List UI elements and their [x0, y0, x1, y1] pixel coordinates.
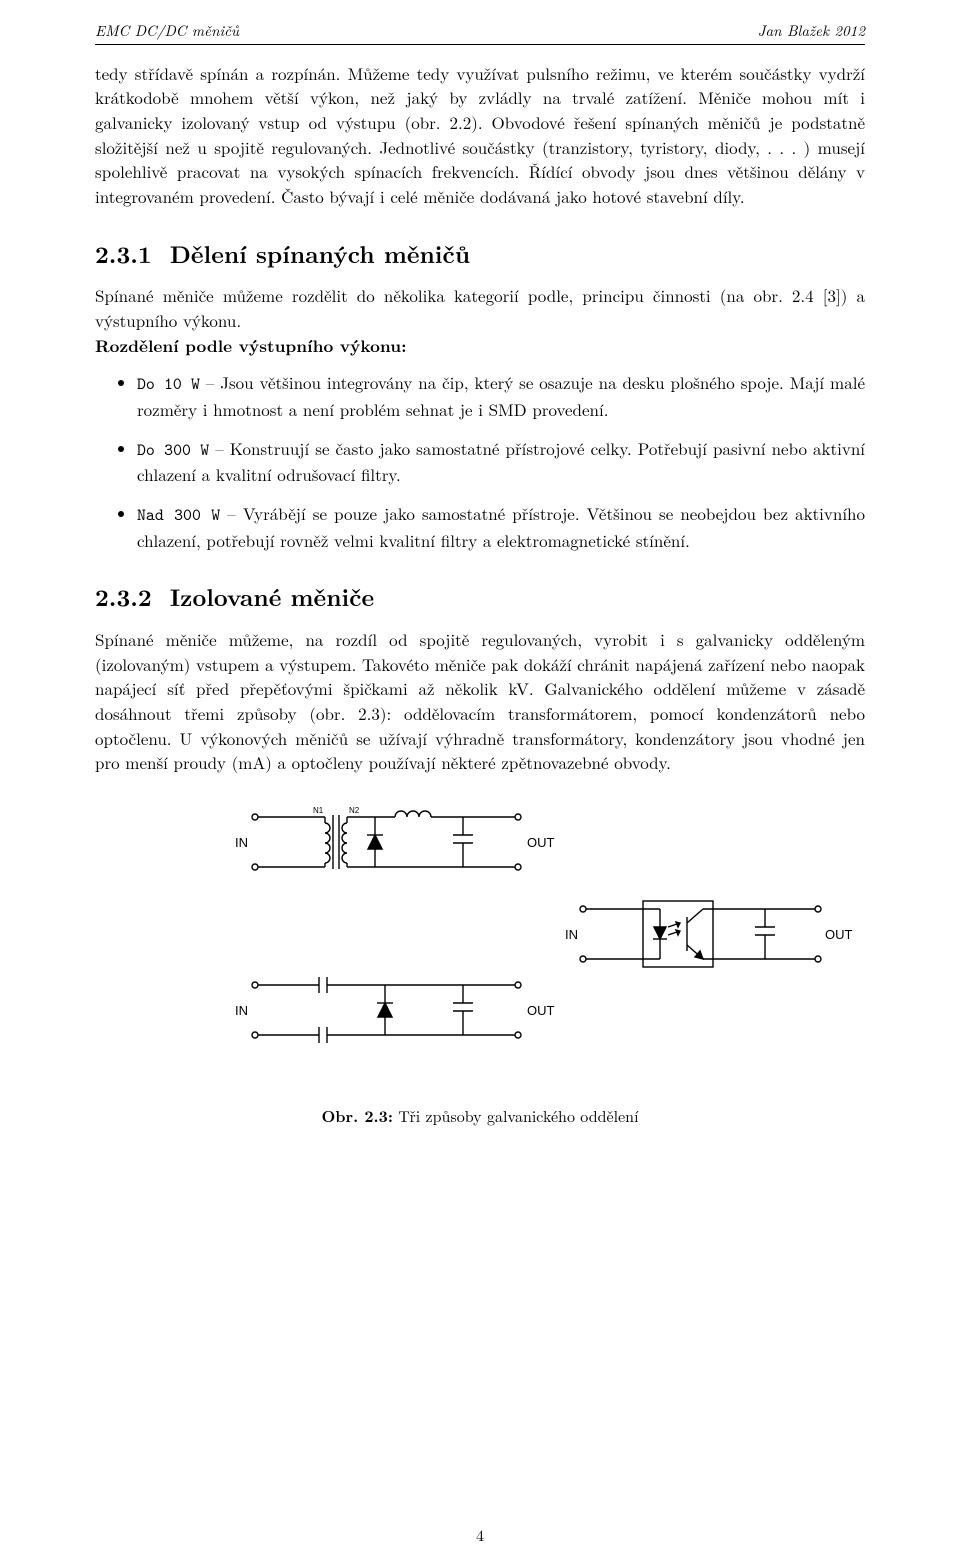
header-left: EMC DC/DC měničů	[95, 20, 239, 42]
list-text: – Jsou většinou integrovány na čip, kter…	[137, 370, 865, 421]
paragraph-categories-text: Spínané měniče můžeme rozdělit do několi…	[95, 283, 865, 332]
paragraph-categories: Spínané měniče můžeme rozdělit do několi…	[95, 283, 865, 358]
paragraph-isolated: Spínané měniče můžeme, na rozdíl od spoj…	[95, 627, 865, 775]
label-out: OUT	[527, 835, 555, 850]
label-in: IN	[235, 1003, 248, 1018]
power-list: Do 10 W – Jsou většinou integrovány na č…	[95, 370, 865, 552]
list-tag: Nad 300 W	[137, 504, 220, 526]
list-text: – Konstruují se často jako samostatné př…	[137, 436, 865, 487]
label-in: IN	[235, 835, 248, 850]
label-n1: N1	[313, 806, 324, 815]
list-item: Do 300 W – Konstruují se často jako samo…	[137, 436, 865, 487]
figure-caption-text: Tři způsoby galvanického oddělení	[398, 1104, 638, 1127]
heading-2-3-2: 2.3.2 Izolované měniče	[95, 580, 865, 615]
heading-title: Izolované měniče	[170, 580, 374, 614]
figure-caption: Obr. 2.3: Tři způsoby galvanického odděl…	[95, 1104, 865, 1127]
header-right: Jan Blažek 2012	[758, 20, 865, 42]
running-header: EMC DC/DC měničů Jan Blažek 2012	[95, 20, 865, 42]
paragraph-categories-label: Rozdělení podle výstupního výkonu:	[95, 334, 407, 358]
label-out: OUT	[527, 1003, 555, 1018]
header-rule	[95, 44, 865, 45]
list-tag: Do 300 W	[137, 439, 209, 461]
heading-number: 2.3.1	[95, 237, 152, 271]
heading-2-3-1: 2.3.1 Dělení spínaných měničů	[95, 237, 865, 272]
circuit-capacitor-icon: IN OUT	[235, 955, 555, 1065]
page-number: 4	[0, 1523, 960, 1546]
circuit-transformer-icon: IN N1 N2 OUT	[235, 787, 555, 897]
list-item: Do 10 W – Jsou většinou integrovány na č…	[137, 370, 865, 421]
label-in: IN	[565, 927, 578, 942]
list-text: – Vyrábějí se pouze jako samostatné přís…	[137, 501, 865, 552]
figure-2-3: IN N1 N2 OUT	[95, 787, 865, 1127]
list-item: Nad 300 W – Vyrábějí se pouze jako samos…	[137, 501, 865, 552]
label-n2: N2	[349, 806, 360, 815]
list-tag: Do 10 W	[137, 373, 200, 395]
heading-number: 2.3.2	[95, 580, 152, 614]
paragraph-intro: tedy střídavě spínán a rozpínán. Můžeme …	[95, 61, 865, 209]
heading-title: Dělení spínaných měničů	[170, 237, 470, 271]
label-out: OUT	[825, 927, 853, 942]
circuit-optocoupler-icon: IN OUT	[565, 879, 855, 989]
figure-caption-label: Obr. 2.3:	[321, 1104, 392, 1127]
